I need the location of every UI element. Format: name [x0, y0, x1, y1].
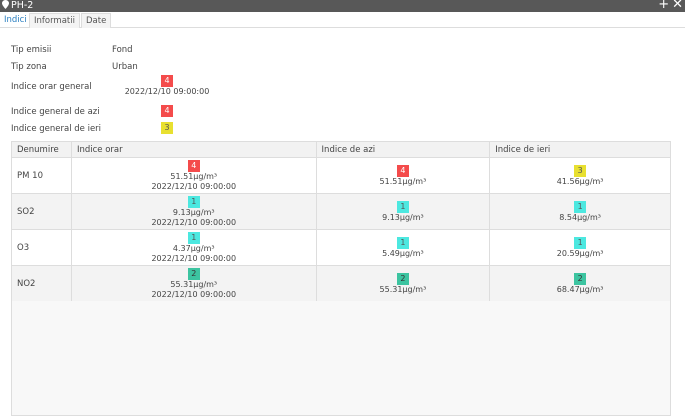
tip-zona-label: Tip zona: [11, 62, 47, 72]
concentration: 9.13µg/m³: [172, 207, 215, 217]
timestamp: 2022/12/10 09:00:00: [151, 181, 237, 191]
index-badge: 1: [187, 195, 200, 208]
index-badge: 2: [574, 272, 587, 285]
map-pin-icon: [2, 0, 9, 9]
col-indice-ieri[interactable]: Indice de ieri: [489, 141, 671, 158]
tab-date[interactable]: Date: [81, 13, 112, 28]
col-denumire[interactable]: Denumire: [11, 141, 72, 158]
index-badge: 2: [396, 272, 409, 285]
concentration: 5.49µg/m³: [382, 248, 424, 258]
indice-ieri-label: Indice general de ieri: [11, 124, 102, 134]
indice-orar-time: 2022/12/10 09:00:00: [124, 87, 210, 96]
index-badge: 4: [187, 159, 200, 172]
concentration: 51.51µg/m³: [379, 176, 427, 186]
index-badge: 1: [574, 236, 587, 249]
concentration: 51.51µg/m³: [170, 171, 218, 181]
concentration: 68.47µg/m³: [556, 284, 604, 294]
indice-azi-label: Indice general de azi: [11, 107, 100, 117]
table-row[interactable]: PM 10 4 51.51µg/m³ 2022/12/10 09:00:00 4 51…: [11, 157, 671, 194]
concentration: 4.37µg/m³: [172, 243, 215, 253]
index-badge: 2: [187, 267, 200, 280]
tip-emisii-label: Tip emisii: [11, 45, 52, 55]
tip-zona-value: Urban: [112, 62, 138, 72]
col-indice-orar[interactable]: Indice orar: [70, 141, 317, 158]
pollutant-name: PM 10: [17, 170, 43, 181]
pollutant-name: NO2: [17, 278, 36, 289]
table-row[interactable]: O3 1 4.37µg/m³ 2022/12/10 09:00:00 1 5.49µg…: [11, 229, 671, 266]
indici-table: Denumire Indice orar Indice de azi Indic…: [11, 141, 671, 302]
index-badge: 1: [396, 236, 409, 249]
indice-azi-badge: 4: [161, 105, 173, 117]
indice-orar-badge: 4: [161, 75, 173, 87]
concentration: 20.59µg/m³: [556, 248, 604, 258]
tab-indici[interactable]: Indici: [4, 15, 27, 25]
concentration: 55.31µg/m³: [379, 284, 427, 294]
table-row[interactable]: NO2 2 55.31µg/m³ 2022/12/10 09:00:00 2 55.3…: [11, 265, 671, 302]
index-badge: 1: [574, 200, 587, 213]
indice-orar-label: Indice orar general: [11, 82, 92, 92]
close-icon[interactable]: ✕: [672, 0, 683, 12]
tab-bar: Indici Informatii Date: [0, 12, 685, 28]
concentration: 9.13µg/m³: [382, 212, 424, 222]
concentration: 8.54µg/m³: [559, 212, 601, 222]
col-indice-azi[interactable]: Indice de azi: [315, 141, 491, 158]
timestamp: 2022/12/10 09:00:00: [151, 289, 237, 299]
timestamp: 2022/12/10 09:00:00: [151, 217, 237, 227]
tab-informatii[interactable]: Informatii: [29, 13, 80, 28]
index-badge: 3: [574, 164, 587, 177]
index-badge: 1: [187, 231, 200, 244]
concentration: 41.56µg/m³: [556, 176, 604, 186]
concentration: 55.31µg/m³: [170, 279, 218, 289]
table-empty-area: [11, 301, 671, 416]
table-row[interactable]: SO2 1 9.13µg/m³ 2022/12/10 09:00:00 1 9.13µ…: [11, 193, 671, 230]
index-badge: 4: [396, 164, 409, 177]
add-icon[interactable]: +: [658, 0, 670, 12]
pollutant-name: SO2: [17, 206, 35, 217]
title-bar: PH-2 + ✕: [0, 0, 685, 12]
pollutant-name: O3: [17, 242, 30, 253]
tip-emisii-value: Fond: [112, 45, 133, 55]
index-badge: 1: [396, 200, 409, 213]
indice-ieri-badge: 3: [161, 122, 173, 134]
window-title: PH-2: [11, 0, 34, 11]
timestamp: 2022/12/10 09:00:00: [151, 253, 237, 263]
